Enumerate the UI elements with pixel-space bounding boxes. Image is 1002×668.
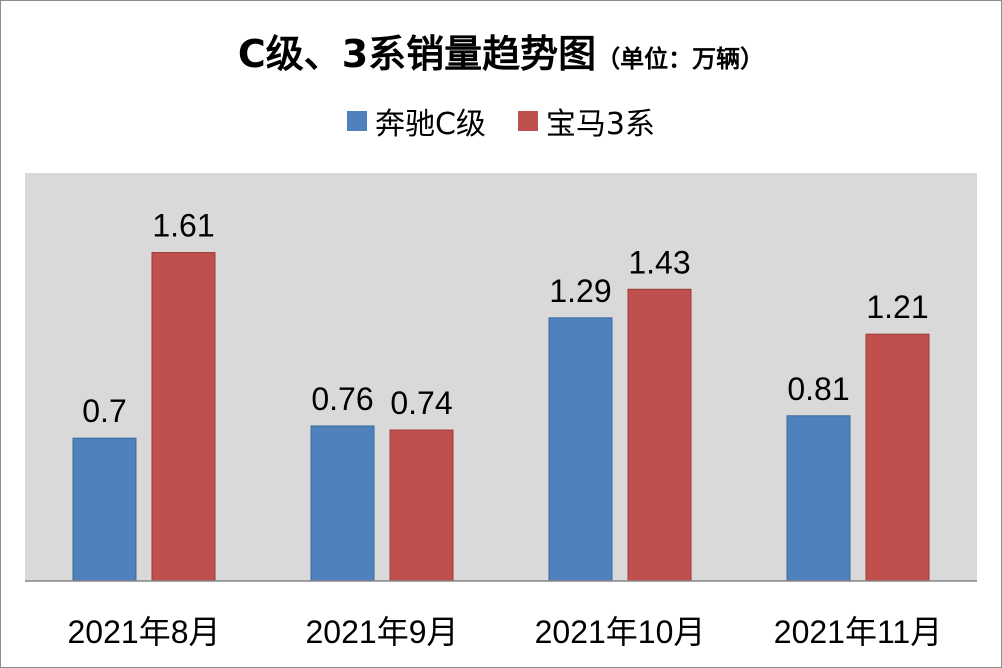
bar-benz <box>548 317 613 582</box>
data-label-bmw: 1.43 <box>628 244 690 280</box>
chart-title-text: C级、3系销量趋势图 <box>237 32 597 76</box>
legend-label-bmw: 宝马3系 <box>545 107 656 142</box>
legend-item-benz: 奔驰C级 <box>346 99 486 143</box>
bar-benz <box>786 415 851 582</box>
x-tick-label: 2021年11月 <box>774 614 942 650</box>
data-label-bmw: 0.74 <box>390 385 452 421</box>
bar-bmw <box>151 252 216 582</box>
bar-benz <box>72 437 137 582</box>
chart-title: C级、3系销量趋势图（单位：万辆） <box>1 23 1001 78</box>
data-label-benz: 0.81 <box>787 371 849 407</box>
x-tick-label: 2021年8月 <box>68 614 221 650</box>
data-label-benz: 0.76 <box>311 381 373 417</box>
bar-bmw <box>865 333 930 582</box>
data-label-benz: 0.7 <box>82 393 126 429</box>
chart-legend: 奔驰C级 宝马3系 <box>1 99 1001 143</box>
data-label-benz: 1.29 <box>549 273 611 309</box>
data-label-bmw: 1.21 <box>866 289 928 325</box>
bar-benz <box>310 425 375 582</box>
legend-swatch-bmw <box>517 111 538 131</box>
chart-unit-label: （单位：万辆） <box>596 45 765 73</box>
legend-item-bmw: 宝马3系 <box>517 99 656 143</box>
legend-swatch-benz <box>346 111 367 131</box>
legend-label-benz: 奔驰C级 <box>374 107 486 142</box>
bar-bmw <box>389 429 454 582</box>
bar-bmw <box>627 288 692 582</box>
x-tick-label: 2021年9月 <box>306 614 459 650</box>
x-tick-label: 2021年10月 <box>535 614 706 650</box>
data-label-bmw: 1.61 <box>152 208 214 244</box>
